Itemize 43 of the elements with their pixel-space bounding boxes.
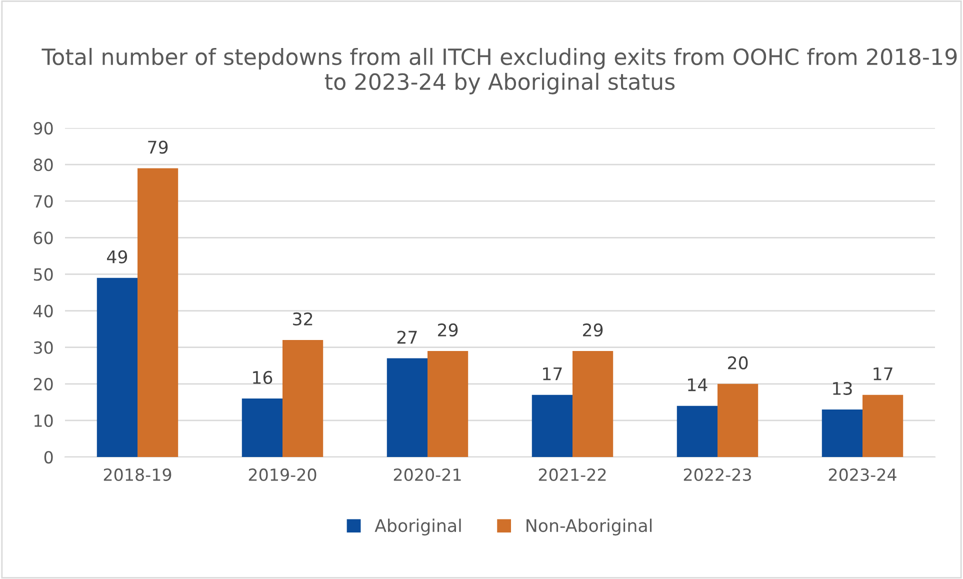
bar <box>96 278 138 457</box>
bar <box>242 398 282 457</box>
data-label: 20 <box>728 356 748 370</box>
data-label: 13 <box>833 382 852 396</box>
y-tick-label: 30 <box>34 341 53 354</box>
data-label: 14 <box>688 378 708 392</box>
y-tick-label: 0 <box>44 450 53 464</box>
y-tick-label: 10 <box>34 414 53 428</box>
y-tick-label: 50 <box>34 268 53 281</box>
y-tick-label: 90 <box>34 122 53 135</box>
bar <box>428 350 468 457</box>
bar <box>386 358 428 457</box>
y-tick-label: 20 <box>34 378 53 390</box>
x-tick-label: 2023-24 <box>828 468 896 482</box>
data-label: 17 <box>543 367 562 380</box>
data-label: 17 <box>874 367 892 380</box>
x-tick-label: 2020-21 <box>394 468 461 482</box>
data-label: 16 <box>253 370 272 384</box>
data-label: 29 <box>583 323 603 337</box>
bar <box>532 394 572 457</box>
bar <box>138 168 178 457</box>
y-tick-label: 70 <box>34 195 53 208</box>
y-tick-label: 60 <box>34 232 53 244</box>
y-tick-label: 80 <box>34 158 53 172</box>
bar <box>862 394 904 457</box>
legend-label: Aboriginal <box>374 518 461 536</box>
bar <box>822 409 862 457</box>
chart-title: Total number of stepdowns from all ITCH excluding exits from OOHC from 2018-19 to 2023-24 by Aboriginal status <box>42 48 957 94</box>
bar <box>572 350 614 457</box>
data-label: 79 <box>148 140 168 154</box>
bar <box>676 406 718 457</box>
bar <box>282 340 324 457</box>
y-tick-label: 40 <box>33 304 53 318</box>
x-tick-label: 2021-22 <box>538 468 606 482</box>
data-label: 29 <box>438 323 458 337</box>
x-tick-label: 2022-23 <box>684 468 751 482</box>
legend-label: Non-Aboriginal <box>526 518 652 536</box>
bar <box>718 384 758 457</box>
data-label: 32 <box>293 312 312 326</box>
data-label: 49 <box>107 250 128 264</box>
data-label: 27 <box>397 330 417 344</box>
x-tick-label: 2019-20 <box>248 468 316 482</box>
x-tick-label: 2018-19 <box>104 468 172 482</box>
